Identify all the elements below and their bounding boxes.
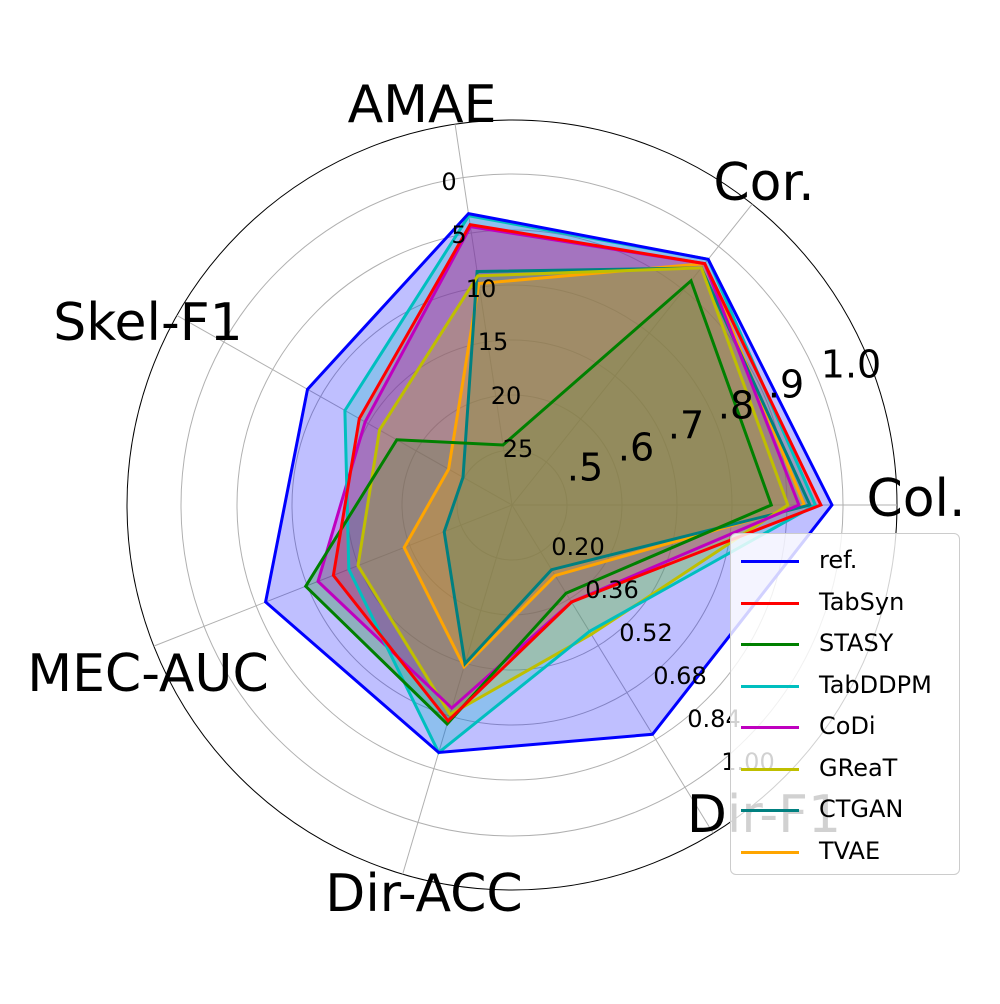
axis-spoke-2 <box>511 203 753 506</box>
legend-label: CoDi <box>819 712 876 740</box>
tick-label: 25 <box>503 435 534 463</box>
tick-label: 10 <box>466 275 497 303</box>
axis-label-amae: AMAE <box>348 75 497 135</box>
legend-swatch <box>741 684 799 688</box>
series-line-stasy <box>303 278 774 727</box>
axis-spoke-6 <box>402 504 513 875</box>
legend-label: ref. <box>819 546 858 574</box>
legend-label: TVAE <box>819 836 881 865</box>
legend-item-tabsyn: TabSyn <box>731 582 959 624</box>
tick-label: 0.68 <box>653 662 706 690</box>
legend-swatch <box>741 643 799 646</box>
legend-label: CTGAN <box>819 795 904 823</box>
axis-spoke-3 <box>454 124 513 506</box>
axis-label-skelf1: Skel-F1 <box>53 293 242 353</box>
legend-item-stasy: STASY <box>731 623 959 665</box>
legend-swatch <box>741 767 799 771</box>
series-line-ref <box>263 211 834 755</box>
series-line-tabsyn <box>331 222 823 724</box>
axis-label-diracc: Dir-ACC <box>325 864 522 924</box>
legend-swatch <box>741 809 799 812</box>
legend-swatch <box>741 601 799 605</box>
tick-label: 20 <box>491 382 522 410</box>
tick-label: 0 <box>441 168 456 196</box>
legend-label: STASY <box>819 629 894 657</box>
tick-label: 5 <box>451 221 466 249</box>
tick-label: .7 <box>668 404 704 448</box>
series-line-tvae <box>402 262 807 670</box>
series-area-tvae <box>404 263 805 667</box>
axis-label-col: Col. <box>866 469 965 529</box>
legend-item-ctgan: CTGAN <box>731 789 959 831</box>
chart-legend: ref. TabSyn STASY TabDDPM CoDi GReaT CTG… <box>730 533 960 875</box>
legend-swatch <box>741 850 799 854</box>
legend-item-great: GReaT <box>731 748 959 790</box>
axis-label-cor: Cor. <box>713 153 814 213</box>
legend-label: GReaT <box>819 753 898 782</box>
legend-swatch <box>741 560 799 563</box>
tick-label: 0.36 <box>585 576 638 604</box>
series-area-ref <box>265 213 833 753</box>
legend-item-codi: CoDi <box>731 706 959 748</box>
series-area-great <box>358 267 788 715</box>
legend-item-ref: ref. <box>731 540 959 582</box>
series-area-tabddpm <box>344 215 816 753</box>
axis-spoke-7 <box>511 504 714 834</box>
legend-item-tvae: TVAE <box>731 831 959 873</box>
series-area-stasy <box>305 280 772 724</box>
tick-label: .9 <box>768 363 804 407</box>
legend-swatch <box>741 726 799 729</box>
legend-item-tabddpm: TabDDPM <box>731 665 959 707</box>
tick-label: 1.0 <box>821 343 881 387</box>
tick-label: .8 <box>718 384 754 428</box>
tick-label: .5 <box>567 446 603 490</box>
series-area-ctgan <box>444 267 810 664</box>
legend-label: TabDDPM <box>819 670 932 699</box>
legend-label: TabSyn <box>819 587 905 616</box>
tick-label: 0.20 <box>551 533 604 561</box>
axis-label-mecauc: MEC-AUC <box>27 644 269 704</box>
series-area-codi <box>318 226 799 709</box>
tick-label: 15 <box>478 328 509 356</box>
tick-label: 0.52 <box>619 619 672 647</box>
tick-label: .6 <box>618 426 654 470</box>
